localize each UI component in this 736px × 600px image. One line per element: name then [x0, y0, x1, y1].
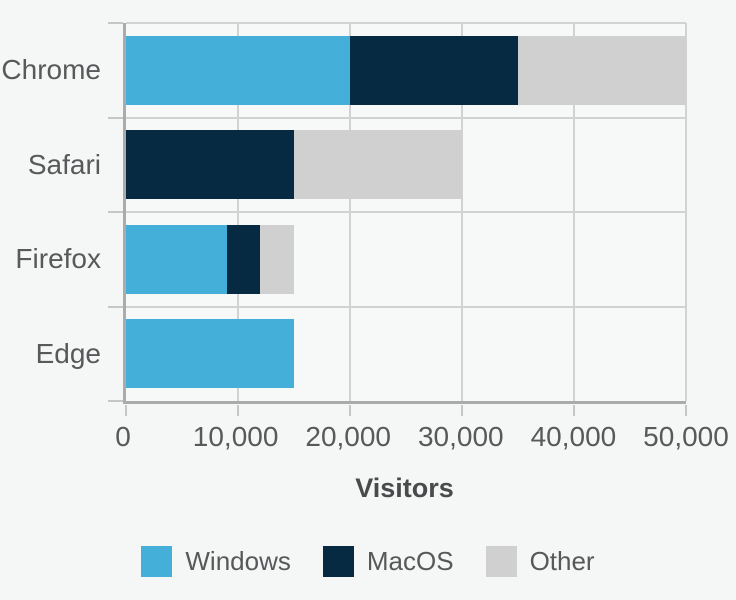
x-axis-tick-label: 30,000 [417, 421, 504, 452]
bar-segment-edge-windows [126, 319, 294, 389]
x-axis-title: Visitors [355, 473, 454, 503]
legend-label-macos: MacOS [366, 546, 454, 576]
bar-segment-safari-macos [126, 130, 294, 200]
gridline-horizontal [126, 211, 686, 213]
x-axis-tick-labels: 0 10,000 20,000 30,000 40,000 50,000 [115, 421, 729, 455]
x-axis-tick-mark [125, 405, 127, 416]
bar-segment-chrome-other [518, 35, 686, 105]
bar-segment-safari-other [294, 130, 462, 200]
x-axis-tick-label: 40,000 [530, 421, 617, 452]
legend-swatch-other [485, 546, 517, 577]
gridline-horizontal [126, 305, 686, 308]
bar-row-edge [126, 307, 686, 402]
legend-item-windows: Windows [141, 546, 291, 577]
legend-item-macos: MacOS [322, 546, 454, 577]
bar-segment-chrome-macos [350, 35, 518, 105]
legend-item-other: Other [485, 546, 595, 577]
gridline-horizontal [126, 116, 686, 119]
y-axis-category-labels: Chrome Safari Firefox Edge [0, 23, 101, 401]
x-axis-tick-mark [573, 405, 575, 416]
bar-row-chrome [126, 23, 686, 118]
x-axis-tick-label: 50,000 [643, 421, 729, 452]
y-axis-tick-mark [108, 211, 123, 213]
bar-row-safari [126, 118, 686, 213]
y-axis-tick-mark [108, 400, 123, 402]
x-axis-tick-mark [461, 405, 463, 416]
x-axis-tick-label: 0 [115, 421, 131, 452]
y-axis-tick-mark [108, 305, 123, 308]
gridline-vertical [685, 23, 687, 401]
legend-label-windows: Windows [185, 546, 291, 576]
category-label-edge: Edge [35, 337, 101, 369]
legend-label-other: Other [529, 546, 595, 576]
legend-swatch-windows [141, 546, 173, 577]
x-axis-tick-mark [237, 405, 239, 416]
legend-swatch-macos [322, 546, 354, 577]
bar-row-firefox [126, 212, 686, 307]
x-axis-tick-mark [685, 405, 687, 416]
bar-segment-chrome-windows [126, 35, 350, 105]
x-axis-tick-label: 20,000 [305, 421, 392, 452]
category-label-chrome: Chrome [1, 54, 101, 86]
x-axis-tick-mark [349, 405, 351, 416]
y-axis-tick-mark [108, 116, 123, 119]
plot-area [108, 22, 687, 416]
category-label-safari: Safari [27, 148, 101, 180]
legend: Windows MacOS Other [0, 546, 736, 577]
bar-segment-firefox-other [260, 224, 294, 294]
x-axis-tick-label: 10,000 [192, 421, 279, 452]
y-axis-tick-mark [108, 22, 123, 24]
category-label-firefox: Firefox [15, 243, 101, 275]
gridline-horizontal [126, 22, 686, 24]
bar-segment-firefox-macos [226, 224, 261, 294]
bar-segment-firefox-windows [126, 224, 227, 294]
